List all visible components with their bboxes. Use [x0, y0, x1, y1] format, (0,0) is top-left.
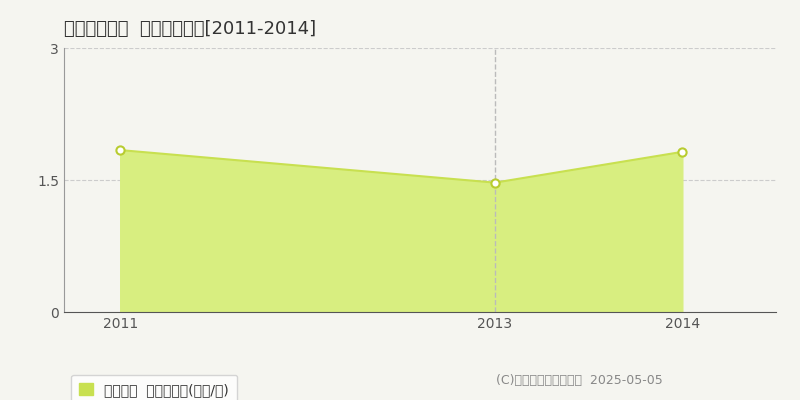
- Legend: 土地価格  平均坪単価(万円/坪): 土地価格 平均坪単価(万円/坪): [71, 375, 238, 400]
- Point: [489, 180, 502, 186]
- Point: [676, 149, 689, 155]
- Point: [114, 147, 126, 153]
- Text: むつ市宇田町  土地価格推移[2011-2014]: むつ市宇田町 土地価格推移[2011-2014]: [64, 20, 316, 38]
- Text: (C)土地価格ドットコム  2025-05-05: (C)土地価格ドットコム 2025-05-05: [496, 374, 662, 387]
